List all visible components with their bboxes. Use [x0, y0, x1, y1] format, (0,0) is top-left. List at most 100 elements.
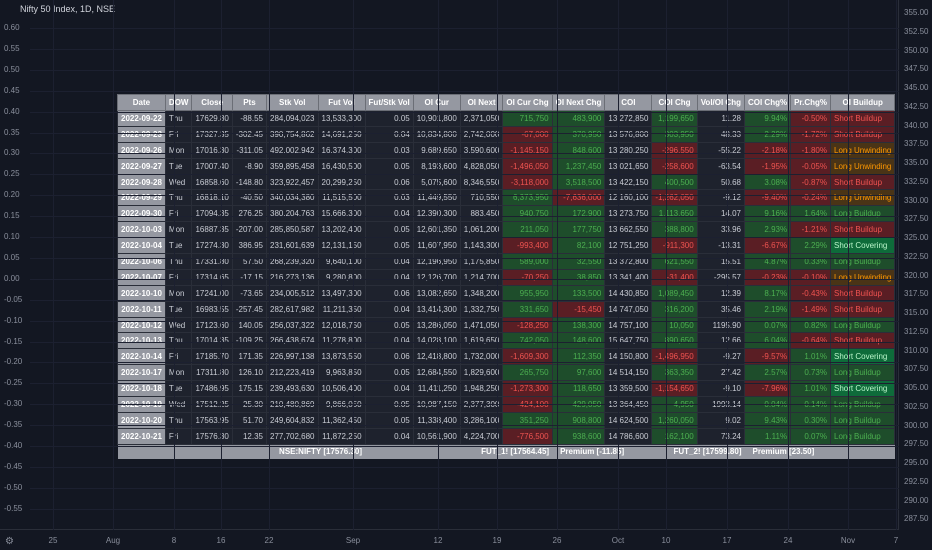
- table-row: 2022-10-18 Tue 17486.95 175.15 239,493,630 10…: [117, 380, 896, 398]
- time-axis-tick: Sep: [345, 536, 361, 545]
- left-axis-tick: -0.25: [4, 378, 23, 388]
- table-cell: -15,450: [551, 300, 606, 318]
- table-cell: 2022-10-21: [117, 427, 166, 445]
- grid-line: [497, 0, 498, 530]
- grid-line: [30, 278, 899, 280]
- table-cell: 11,607,950: [412, 237, 461, 255]
- right-axis-tick: 290.00: [904, 495, 929, 505]
- table-header-row: Date DOW Close Pts Stk Vol Fut Vol Fut/Stk Vol…: [117, 94, 896, 111]
- table-cell: 11,338,400: [412, 411, 461, 429]
- table-cell: 33.96: [696, 221, 745, 239]
- table-cell: 9,689,650: [412, 141, 461, 159]
- table-cell: -1.49%: [790, 300, 831, 318]
- table-cell: 0.04: [364, 253, 414, 270]
- time-axis[interactable]: 25 Aug 8 16 22 Sep 12 19 26 Oct 10 17 24 Nov 7: [0, 529, 899, 550]
- table-cell: 17014.35: [191, 332, 233, 350]
- table-cell: 363,350: [651, 364, 698, 382]
- table-cell: 9,280,800: [317, 268, 366, 286]
- table-cell: 14,691,250: [317, 125, 366, 143]
- grid-line: [30, 341, 899, 343]
- table-cell: 17274.30: [191, 237, 233, 255]
- table-cell: -776,500: [502, 427, 553, 445]
- left-price-axis[interactable]: 0.60 0.55 0.50 0.45 0.40 0.35 0.30 0.25 0.20 0.15…: [0, 0, 30, 530]
- table-cell: 16887.35: [191, 221, 233, 239]
- table-cell: -1,496,050: [502, 157, 553, 175]
- table-cell: Long Buildup: [829, 364, 896, 382]
- table-cell: 2022-09-30: [117, 205, 166, 223]
- grid-line: [30, 466, 899, 468]
- table-cell: 97,600: [551, 364, 606, 382]
- table-cell: 848,600: [551, 141, 606, 159]
- table-cell: -1,262,050: [651, 189, 698, 207]
- table-cell: 133,500: [551, 284, 606, 302]
- table-cell: 331,650: [502, 300, 553, 318]
- table-cell: 216,273,136: [266, 268, 319, 286]
- grid-line: [30, 237, 899, 238]
- table-cell: 12,751,250: [604, 237, 653, 255]
- table-cell: 0.05: [364, 364, 414, 382]
- time-axis-tick: 10: [661, 536, 671, 545]
- table-cell: -0.87%: [790, 173, 831, 191]
- table-cell: 10,901,800: [412, 110, 461, 127]
- column-header: COI: [604, 94, 653, 111]
- table-cell: 17576.30: [191, 427, 233, 445]
- table-cell: Mon: [164, 141, 193, 159]
- table-cell: 0.30%: [790, 411, 831, 429]
- table-cell: 17185.70: [191, 348, 233, 366]
- footer-cell: Premium [23.50]: [744, 444, 895, 459]
- table-cell: Wed: [164, 316, 193, 334]
- table-cell: 2.29%: [743, 125, 792, 143]
- gear-icon[interactable]: ⚙: [5, 536, 14, 547]
- grid-line: [221, 0, 222, 530]
- grid-line: [30, 48, 899, 50]
- table-cell: 162,100: [651, 427, 698, 445]
- table-cell: 82,100: [551, 237, 606, 255]
- table-cell: 171.35: [231, 348, 268, 366]
- table-cell: 351,250: [502, 411, 553, 429]
- column-header: DOW: [164, 94, 193, 111]
- table-cell: 15,666,300: [317, 205, 366, 223]
- table-cell: 10,834,800: [412, 125, 461, 143]
- grid-line: [30, 69, 899, 71]
- table-cell: 0.82%: [790, 316, 831, 334]
- table-cell: Mon: [164, 364, 193, 382]
- grid-line: [30, 174, 899, 176]
- right-axis-tick: 292.50: [904, 476, 929, 486]
- column-header: OI Buildup: [829, 94, 896, 111]
- time-axis-tick: 12: [433, 536, 443, 545]
- table-cell: 1,237,450: [551, 157, 606, 175]
- table-cell: 1195.90: [696, 316, 745, 334]
- table-cell: -1.95%: [743, 157, 792, 175]
- footer-cell: FUT_2! [17599.80]: [651, 444, 745, 459]
- table-cell: 14,747,050: [604, 300, 653, 318]
- table-cell: -9.12: [696, 189, 745, 207]
- table-cell: 138,300: [551, 316, 606, 334]
- table-cell: 13,533,300: [317, 110, 366, 127]
- table-cell: 2022-10-17: [117, 364, 166, 382]
- left-axis-tick: -0.05: [4, 294, 23, 304]
- table-cell: -0.10%: [790, 268, 831, 286]
- table-cell: -0.05%: [790, 157, 831, 175]
- table-cell: -109.25: [231, 332, 268, 350]
- table-cell: 277,702,680: [266, 427, 319, 445]
- table-cell: 1,089,450: [651, 284, 698, 302]
- table-cell: 621,550: [651, 253, 698, 270]
- table-cell: 17007.40: [191, 157, 233, 175]
- table-cell: 27.42: [696, 364, 745, 382]
- table-cell: 10,050: [651, 316, 698, 334]
- table-cell: 12.39: [696, 284, 745, 302]
- grid-line: [30, 216, 899, 218]
- right-price-axis[interactable]: 355.00 352.50 350.00 347.50 345.00 342.50 340.…: [898, 0, 932, 530]
- table-cell: 0.05: [364, 411, 414, 429]
- table-cell: -1,609,300: [502, 348, 553, 366]
- grid-line: [30, 111, 899, 113]
- column-header: OI Next Chg: [551, 94, 606, 111]
- table-row: 2022-10-21Fri17576.3012.35277,702,68011,…: [117, 427, 896, 445]
- table-cell: 0.07%: [790, 427, 831, 445]
- table-cell: 2022-10-12: [117, 316, 166, 334]
- table-cell: -1,496,950: [651, 348, 698, 366]
- left-axis-tick: 0.15: [4, 211, 20, 221]
- column-header: Fut/Stk Vol: [364, 94, 414, 111]
- chart-title: Nifty 50 Index, 1D, NSE: [20, 4, 116, 14]
- left-axis-tick: -0.20: [4, 357, 23, 367]
